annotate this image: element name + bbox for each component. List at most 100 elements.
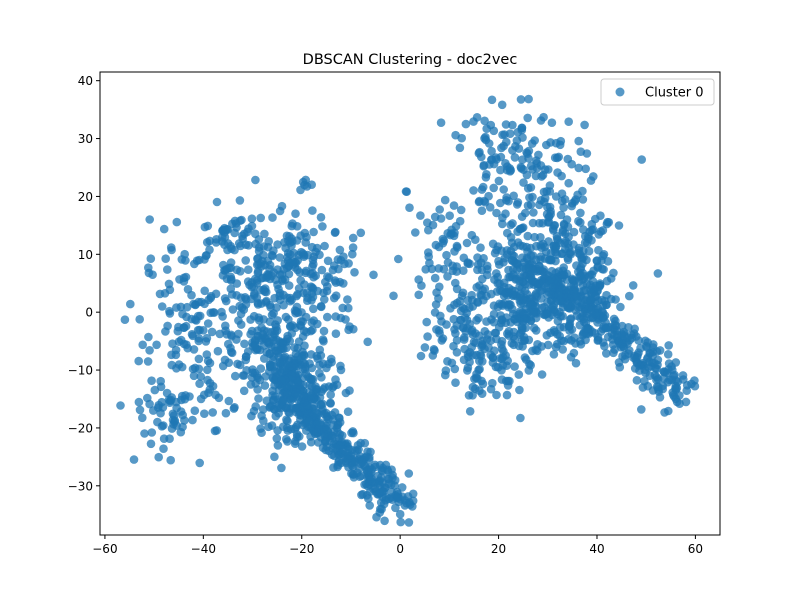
data-point	[367, 468, 376, 477]
data-point	[487, 146, 496, 156]
data-point	[414, 275, 424, 284]
data-point	[654, 382, 663, 392]
data-point	[116, 401, 125, 410]
x-tick-label: −20	[289, 542, 314, 556]
data-point	[349, 470, 359, 479]
data-point	[167, 360, 177, 370]
data-point	[265, 349, 275, 359]
data-point	[429, 345, 439, 354]
data-point	[664, 365, 673, 374]
data-point	[273, 265, 282, 274]
data-point	[331, 329, 341, 339]
data-point	[397, 483, 407, 492]
data-point	[194, 354, 204, 364]
data-point	[567, 201, 576, 211]
data-point	[672, 383, 682, 393]
data-point	[460, 313, 470, 322]
data-point	[140, 429, 149, 438]
data-point	[458, 303, 468, 313]
data-point	[284, 281, 294, 290]
data-point	[292, 291, 301, 301]
data-point	[405, 500, 415, 510]
data-point	[498, 130, 507, 140]
data-point	[616, 302, 625, 312]
data-point	[463, 259, 473, 268]
data-point	[573, 296, 582, 305]
data-point	[369, 270, 378, 280]
data-point	[541, 309, 550, 319]
data-point	[502, 193, 511, 202]
data-point	[482, 124, 492, 133]
data-point	[492, 208, 501, 218]
data-point	[202, 350, 212, 359]
data-point	[512, 136, 522, 145]
data-point	[202, 238, 212, 247]
y-tick-label: −10	[68, 364, 93, 378]
data-point	[559, 336, 569, 346]
data-point	[580, 272, 589, 281]
data-point	[305, 373, 314, 383]
data-point	[319, 337, 328, 346]
data-point	[277, 463, 286, 473]
data-point	[159, 444, 168, 454]
data-point	[258, 405, 268, 414]
data-point	[497, 336, 507, 346]
data-point	[313, 409, 323, 419]
chart-title: DBSCAN Clustering - doc2vec	[303, 52, 518, 68]
data-point	[172, 217, 182, 227]
data-point	[219, 260, 228, 270]
data-point	[200, 286, 209, 296]
data-point	[251, 175, 260, 185]
data-point	[320, 295, 329, 304]
data-point	[439, 264, 449, 274]
data-point	[321, 435, 330, 445]
data-point	[582, 149, 592, 158]
data-point	[185, 392, 194, 401]
data-point	[188, 415, 197, 425]
data-point	[471, 235, 480, 244]
data-point	[405, 203, 414, 212]
data-point	[200, 409, 209, 419]
data-point	[420, 343, 430, 352]
data-point	[244, 224, 253, 233]
data-point	[343, 295, 352, 304]
data-point	[604, 218, 614, 227]
data-point	[514, 341, 524, 351]
data-point	[576, 340, 586, 349]
data-point	[164, 279, 174, 289]
data-point	[526, 183, 536, 192]
data-point	[208, 408, 217, 417]
data-point	[222, 330, 231, 339]
data-point	[567, 336, 576, 345]
data-point	[551, 342, 561, 352]
data-point	[540, 254, 550, 263]
data-point	[469, 186, 478, 195]
data-point	[486, 384, 496, 394]
data-point	[520, 353, 530, 362]
data-point	[302, 288, 312, 298]
data-point	[188, 331, 198, 341]
data-point	[655, 346, 665, 355]
data-point	[487, 95, 497, 105]
data-point	[330, 276, 340, 285]
data-point	[442, 320, 451, 329]
data-point	[182, 302, 192, 312]
data-point	[222, 224, 232, 234]
data-point	[425, 258, 434, 268]
data-point	[552, 250, 561, 259]
data-point	[489, 183, 499, 193]
data-point	[501, 120, 511, 129]
data-point	[344, 259, 353, 268]
data-point	[436, 118, 446, 127]
data-point	[207, 327, 217, 337]
data-point	[154, 452, 163, 462]
data-point	[210, 426, 220, 436]
data-point	[602, 300, 611, 310]
data-point	[387, 465, 396, 475]
data-point	[308, 268, 317, 278]
data-point	[460, 333, 469, 342]
data-point	[480, 284, 490, 294]
data-point	[176, 335, 186, 345]
data-point	[478, 182, 488, 192]
data-point	[566, 250, 576, 259]
